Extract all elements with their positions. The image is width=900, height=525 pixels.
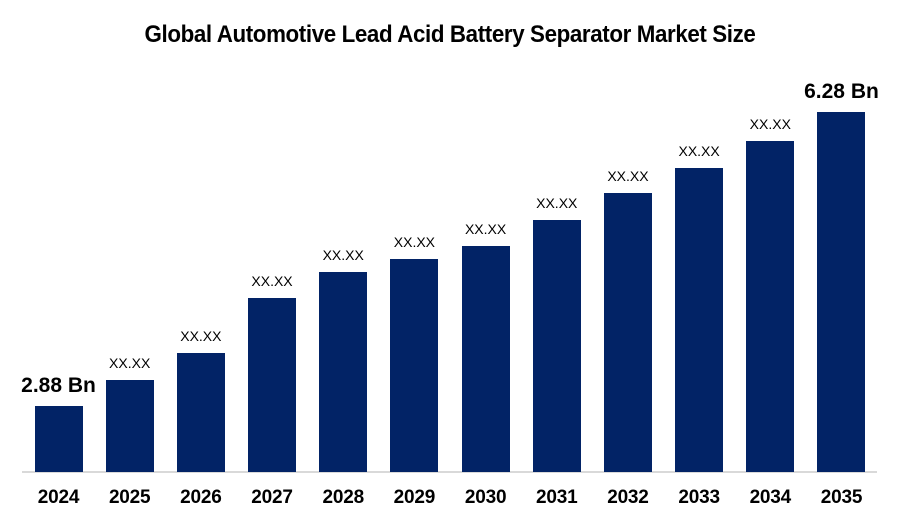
bar-2024 [34,406,83,472]
bar-2025 [105,380,154,472]
bar-2035 [817,112,866,472]
x-tick-label: 2025 [108,487,151,508]
bar-2030 [461,246,510,472]
bar-2034 [746,140,795,472]
bar-2033 [675,168,724,472]
bar-2029 [390,259,439,472]
bar-value-label: 2.88 Bn [21,374,96,398]
x-tick-label: 2029 [393,487,436,508]
bar-2031 [532,220,581,472]
x-tick-label: 2027 [251,487,293,508]
bar-2027 [248,298,297,472]
x-tick-label: 2028 [322,487,364,508]
x-tick-label: 2032 [607,487,649,508]
x-tick-label: 2034 [749,487,792,508]
x-tick-label: 2024 [37,487,80,508]
bar-value-label: XX.XX [322,247,364,264]
bar-value-label: XX.XX [393,234,436,251]
x-tick-label: 2033 [678,487,720,508]
chart-title: Global Automotive Lead Acid Battery Sepa… [144,21,756,48]
bar-value-label: XX.XX [749,115,791,132]
x-axis-line [22,471,877,473]
x-tick-label: 2026 [180,487,222,508]
bar-value-label: XX.XX [251,273,293,290]
bar-value-label: XX.XX [464,221,507,238]
x-tick-label: 2035 [820,487,863,508]
bar-2026 [176,352,225,472]
bar-value-label: XX.XX [536,195,578,212]
bar-value-label: 6.28 Bn [804,80,879,104]
bar-value-label: XX.XX [678,143,720,160]
bar-2032 [603,192,652,472]
x-tick-label: 2030 [464,487,507,508]
bar-value-label: XX.XX [180,327,222,344]
bar-value-label: XX.XX [607,167,649,184]
bar-value-label: XX.XX [109,355,151,372]
bar-2028 [319,272,368,472]
x-tick-label: 2031 [536,487,578,508]
